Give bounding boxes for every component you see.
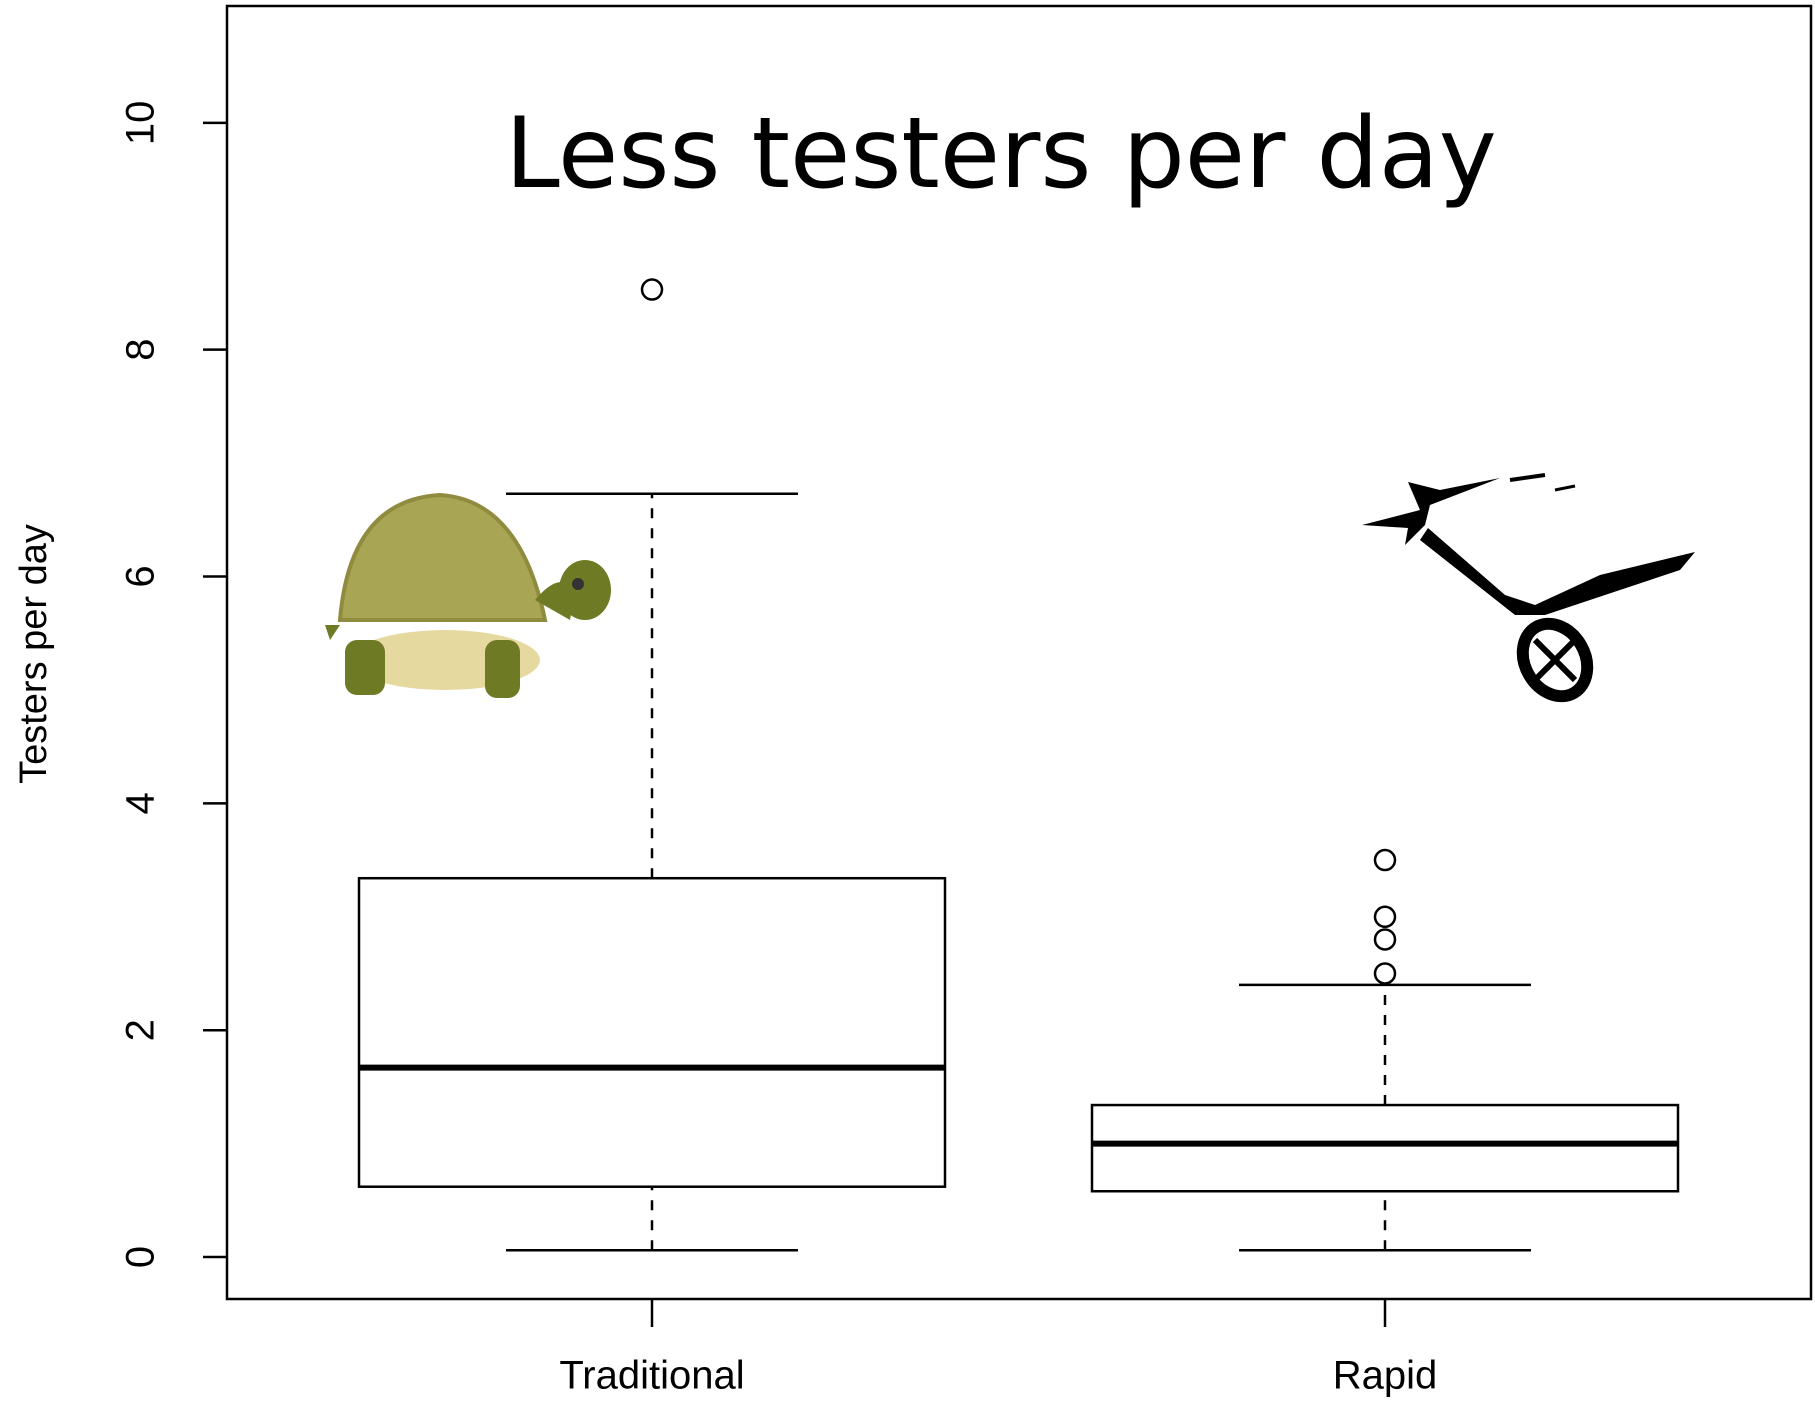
- outlier: [1373, 928, 1397, 951]
- y-tick-label: 4: [119, 792, 163, 814]
- y-tick-label: 6: [119, 565, 163, 587]
- y-tick-label: 0: [119, 1246, 163, 1268]
- x-tick-label: Traditional: [559, 1354, 744, 1398]
- chart-title: Less testers per day: [505, 97, 1497, 211]
- outlier: [1373, 905, 1397, 929]
- y-tick-label: 2: [119, 1019, 163, 1041]
- box: [357, 876, 947, 1188]
- outlier: [640, 278, 664, 301]
- y-tick-label: 8: [119, 339, 163, 361]
- y-axis-label: Testers per day: [13, 524, 55, 784]
- plot-frame: [225, 4, 1813, 1301]
- x-tick-label: Rapid: [1333, 1354, 1438, 1398]
- roadrunner-illustration: [1362, 473, 1695, 703]
- box: [1090, 1103, 1680, 1193]
- turtle-illustration: [325, 492, 611, 698]
- outlier: [1373, 962, 1397, 985]
- y-tick-label: 10: [119, 101, 163, 146]
- outlier: [1373, 848, 1397, 872]
